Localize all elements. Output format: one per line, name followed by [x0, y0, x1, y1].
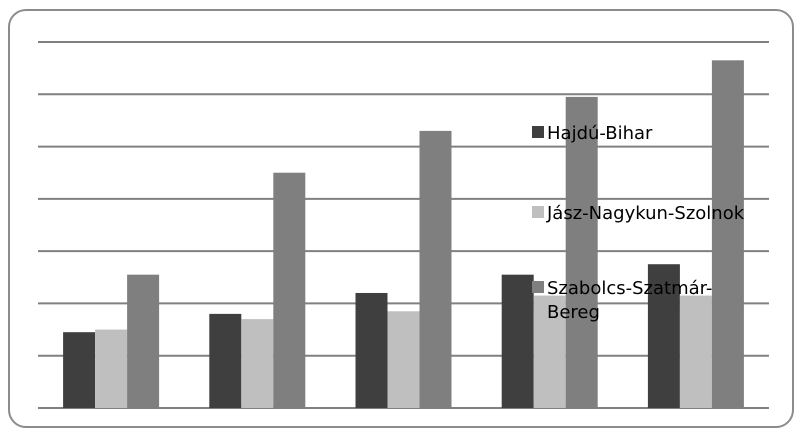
legend: Hajdú-Bihar Jász-Nagykun-Szolnok Szabolcs-… — [532, 123, 745, 323]
bar — [533, 295, 566, 408]
bar — [63, 332, 96, 408]
bars — [63, 60, 744, 409]
bar — [273, 172, 306, 408]
legend-swatch — [532, 281, 544, 293]
bar — [501, 274, 534, 408]
bar — [127, 274, 160, 408]
bar — [679, 295, 712, 408]
bar — [565, 96, 598, 409]
bar — [95, 329, 128, 408]
bar — [419, 130, 452, 408]
gridlines — [38, 41, 769, 409]
bar — [355, 292, 388, 408]
bar — [241, 319, 274, 408]
bar — [711, 60, 744, 409]
legend-label: Jász-Nagykun-Szolnok — [546, 203, 745, 224]
legend-swatch — [532, 206, 544, 218]
bar — [387, 311, 420, 408]
bar — [647, 264, 680, 408]
bar — [209, 313, 242, 408]
legend-label: Hajdú-Bihar — [547, 123, 653, 144]
legend-label: Szabolcs-Szatmár- — [547, 278, 712, 299]
legend-swatch — [532, 126, 544, 138]
legend-label: Bereg — [547, 302, 600, 323]
